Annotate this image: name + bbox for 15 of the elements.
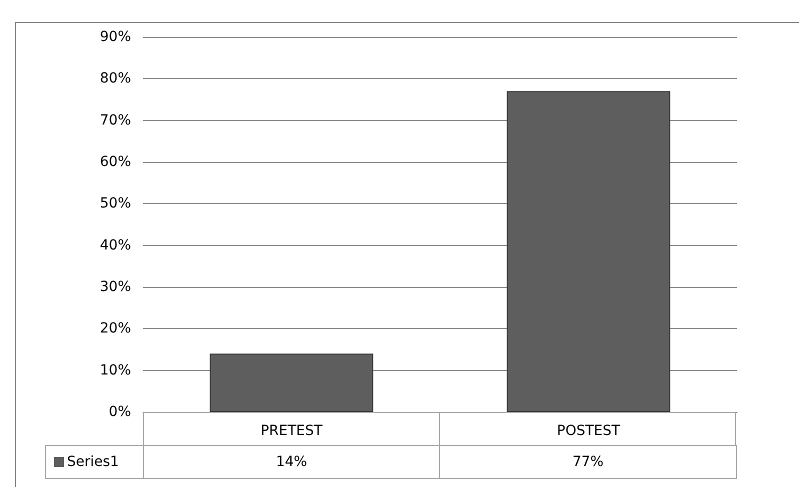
- y-tick-label: 80%: [100, 70, 131, 87]
- y-tick-label: 70%: [100, 112, 131, 128]
- x-tick-label: PRETEST: [260, 423, 323, 439]
- x-tick-label: POSTEST: [556, 423, 621, 439]
- y-tick-label: 20%: [100, 320, 131, 337]
- y-tick-label: 30%: [100, 279, 131, 295]
- y-tick-label: 60%: [100, 154, 131, 170]
- data-label: 77%: [439, 445, 737, 479]
- y-tick-label: 50%: [100, 196, 131, 212]
- y-tick-label: 0%: [108, 404, 131, 420]
- y-tick-label: 90%: [100, 29, 131, 45]
- data-label: 14%: [143, 445, 440, 479]
- legend-label: Series1: [67, 454, 119, 470]
- y-tick-label: 10%: [100, 362, 131, 378]
- y-tick-label: 40%: [100, 237, 131, 254]
